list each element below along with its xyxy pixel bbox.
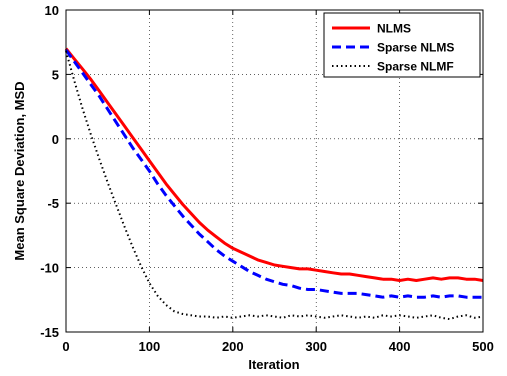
legend-entry-label: Sparse NLMS xyxy=(377,41,454,55)
y-axis-label: Mean Square Deviation, MSD xyxy=(12,81,27,260)
legend-entry-label: NLMS xyxy=(377,22,411,36)
series-line-sparse-nlmf xyxy=(65,50,484,321)
x-axis-label: Iteration xyxy=(248,357,299,372)
axis-ticks: 0 100 200 300 400 500 -15 -10 -5 0 5 10 xyxy=(40,3,494,354)
legend: NLMS Sparse NLMS Sparse NLMF xyxy=(323,12,481,78)
series-lines xyxy=(64,47,484,321)
x-tick-label: 200 xyxy=(222,339,244,354)
x-tick-label: 500 xyxy=(472,339,494,354)
y-tick-label: 5 xyxy=(52,67,59,82)
y-tick-label: 0 xyxy=(52,132,59,147)
x-tick-label: 300 xyxy=(305,339,327,354)
x-tick-label: 400 xyxy=(389,339,411,354)
x-tick-label: 100 xyxy=(139,339,161,354)
x-tick-label: 0 xyxy=(62,339,69,354)
legend-entry-label: Sparse NLMF xyxy=(377,60,454,74)
series-line-nlms xyxy=(64,47,484,282)
y-tick-label: -5 xyxy=(47,196,59,211)
y-tick-label: -10 xyxy=(40,261,59,276)
plot-frame xyxy=(65,9,484,333)
y-tick-label: 10 xyxy=(45,3,59,18)
y-tick-label: -15 xyxy=(40,325,59,340)
